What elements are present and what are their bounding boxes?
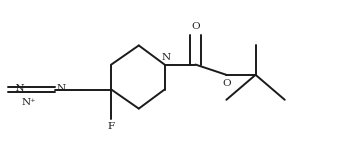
- Text: O: O: [191, 22, 200, 31]
- Text: N: N: [162, 53, 171, 62]
- Text: N⁺: N⁺: [22, 98, 36, 107]
- Text: N: N: [57, 84, 66, 93]
- Text: O: O: [222, 79, 231, 88]
- Text: ⁻N: ⁻N: [10, 84, 24, 93]
- Text: F: F: [108, 122, 115, 131]
